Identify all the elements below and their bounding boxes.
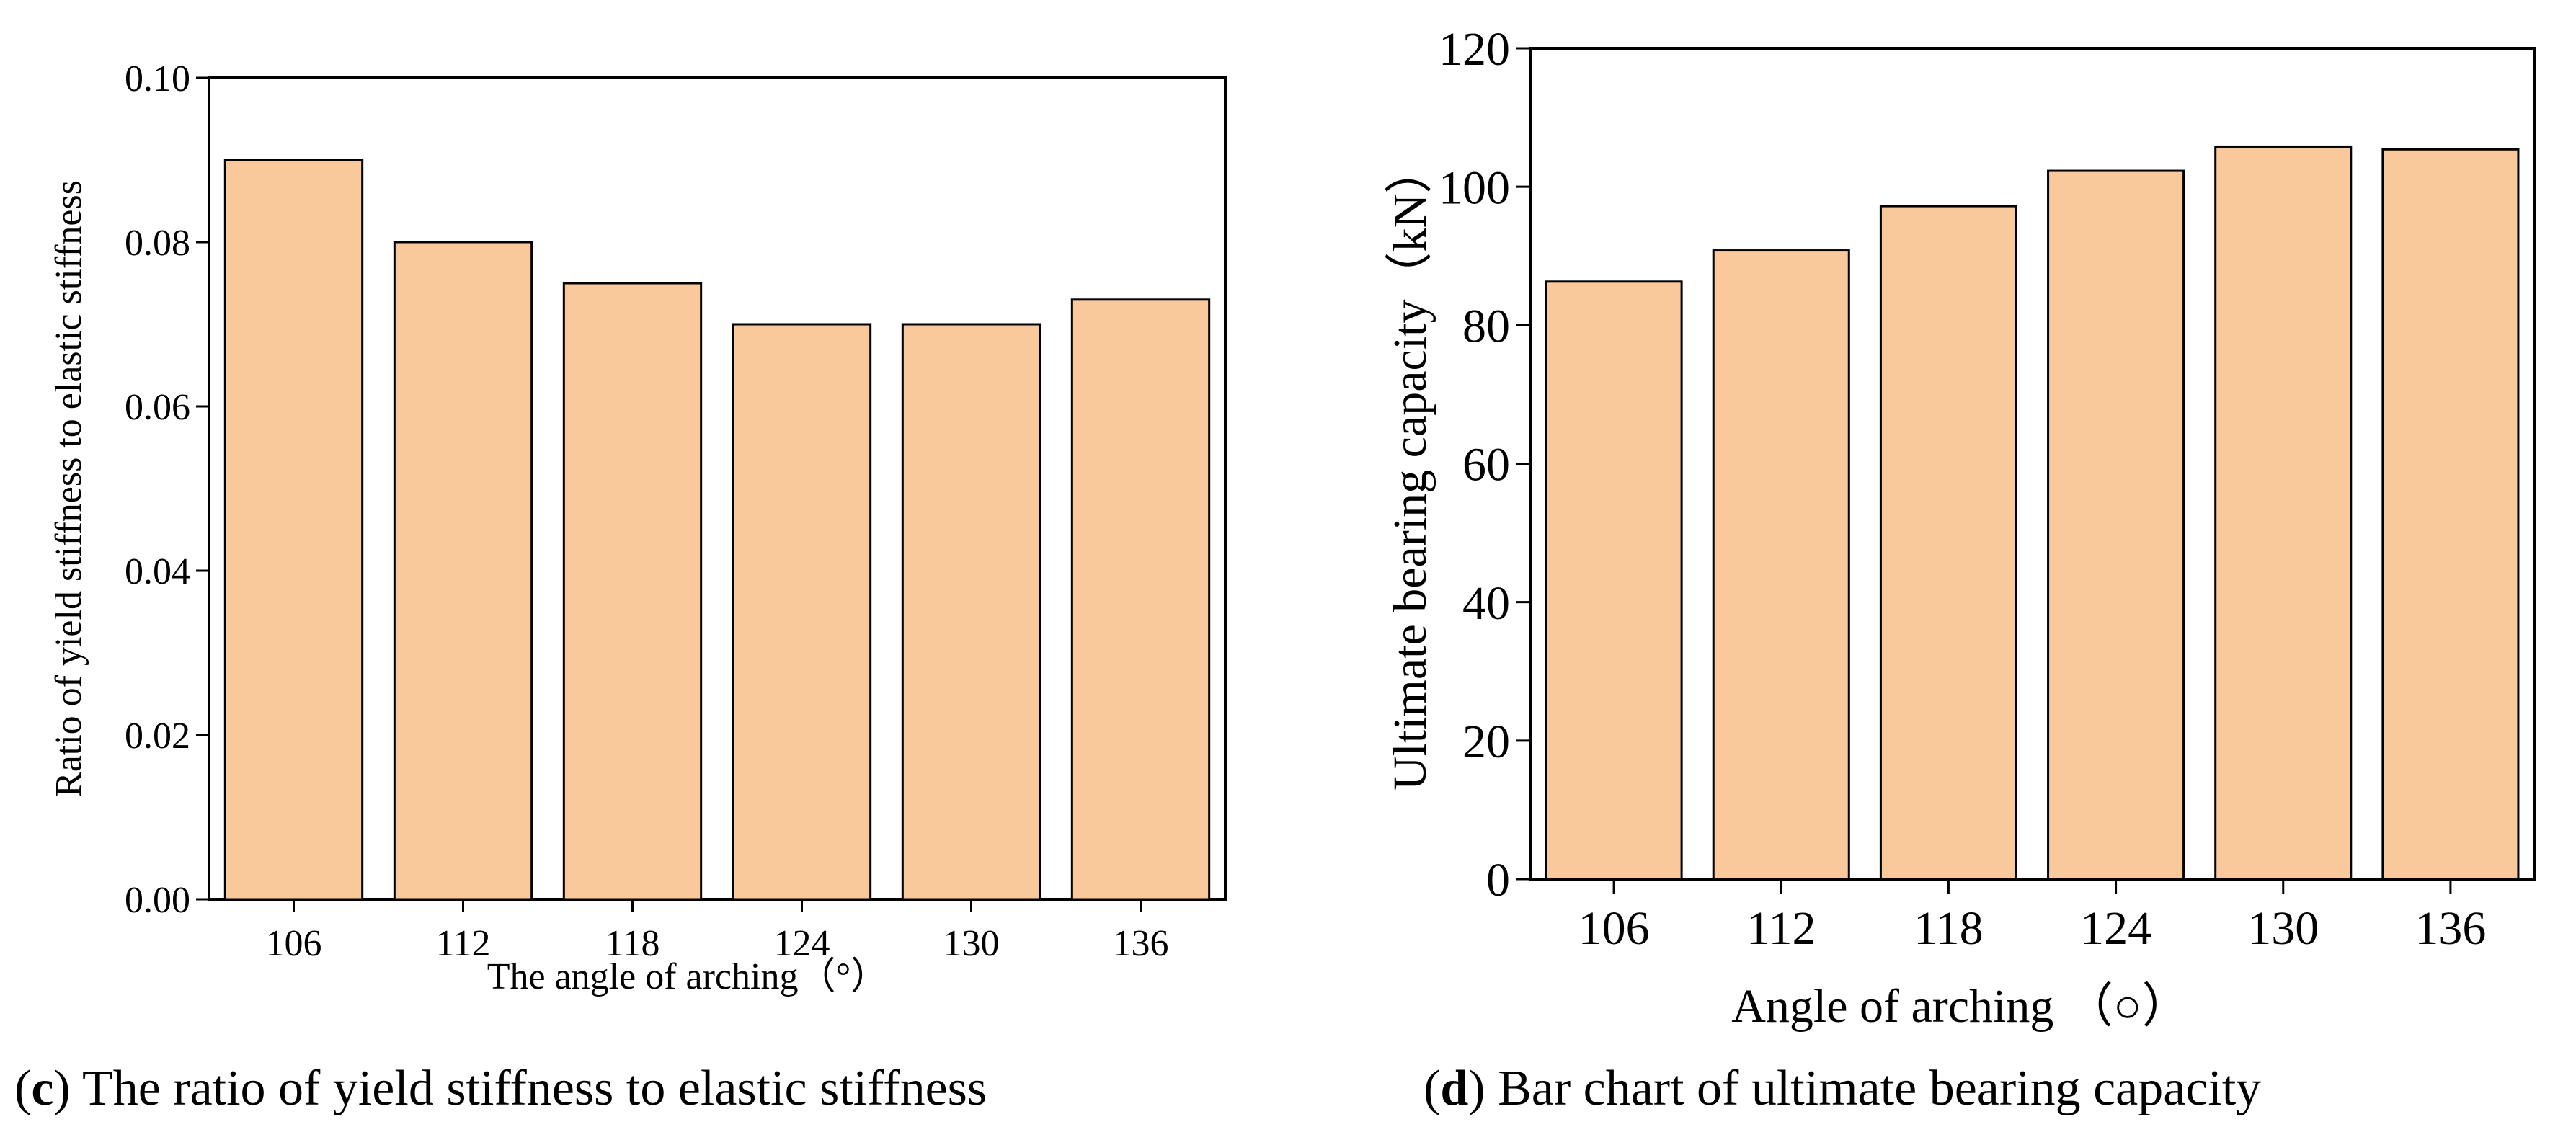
d-bar-112 bbox=[1712, 249, 1850, 881]
c-x-tick-label: 136 bbox=[1113, 923, 1169, 964]
caption-d-text: Bar chart of ultimate bearing capacity bbox=[1498, 1061, 2261, 1116]
c-x-tick-label: 118 bbox=[605, 923, 659, 964]
d-bar-106 bbox=[1545, 280, 1683, 881]
c-bar-124 bbox=[732, 323, 872, 901]
caption-c-letter: c bbox=[31, 1061, 53, 1116]
panel-c-y-axis-label: Ratio of yield stiffness to elastic stif… bbox=[48, 180, 89, 797]
c-x-tick-label: 124 bbox=[774, 923, 830, 964]
c-y-tick-label: 0.08 bbox=[125, 223, 190, 264]
d-y-tick-label: 100 bbox=[1439, 161, 1510, 214]
panel-d-x-axis: 106 112 118 124 130 136 bbox=[1578, 879, 2486, 955]
c-y-tick-label: 0.06 bbox=[125, 387, 190, 428]
caption-d-letter: d bbox=[1440, 1061, 1468, 1116]
panel-d-x-axis-label: Angle of arching （○） bbox=[1731, 980, 2190, 1033]
c-x-tick-label: 112 bbox=[435, 923, 490, 964]
c-bar-136 bbox=[1070, 298, 1211, 901]
d-x-tick-label: 136 bbox=[2415, 902, 2486, 955]
d-y-tick-label: 20 bbox=[1462, 716, 1510, 768]
d-x-tick-label: 130 bbox=[2247, 902, 2319, 955]
c-bar-112 bbox=[393, 241, 533, 901]
d-x-tick-label: 112 bbox=[1746, 902, 1816, 955]
d-y-tick-label: 40 bbox=[1462, 577, 1510, 630]
d-bar-124 bbox=[2047, 169, 2185, 881]
caption-c: (c) The ratio of yield stiffness to elas… bbox=[14, 1061, 987, 1116]
c-bar-118 bbox=[562, 282, 703, 901]
panel-c-y-axis: 0.00 0.02 0.04 0.06 0.08 0.10 bbox=[125, 58, 209, 921]
c-x-tick-label: 130 bbox=[943, 923, 1000, 964]
panel-c-x-axis: 106 112 118 124 130 136 bbox=[266, 899, 1169, 964]
c-y-tick-label: 0.04 bbox=[125, 551, 190, 592]
c-bar-106 bbox=[223, 159, 364, 901]
c-bar-130 bbox=[901, 323, 1041, 901]
d-y-tick-label: 0 bbox=[1486, 854, 1510, 906]
caption-c-text: The ratio of yield stiffness to elastic … bbox=[82, 1061, 987, 1116]
d-y-tick-label: 60 bbox=[1462, 439, 1510, 491]
panel-d-bars bbox=[1545, 145, 2520, 881]
d-bar-136 bbox=[2381, 148, 2520, 881]
d-bar-118 bbox=[1879, 205, 2017, 881]
d-bar-130 bbox=[2214, 145, 2353, 881]
panel-d-y-axis: 0 20 40 60 80 100 120 bbox=[1439, 23, 1530, 906]
panel-c-chart: 0.00 0.02 0.04 0.06 0.08 0.10 106 112 118 124 130… bbox=[48, 58, 1227, 997]
panel-d-y-axis-label: Ultimate bearing capacity（kN） bbox=[1384, 146, 1436, 790]
c-x-tick-label: 106 bbox=[266, 923, 322, 964]
panel-c-bars bbox=[223, 159, 1211, 901]
c-y-tick-label: 0.00 bbox=[125, 880, 190, 921]
d-y-tick-label: 80 bbox=[1462, 300, 1510, 352]
d-x-tick-label: 118 bbox=[1914, 902, 1984, 955]
panel-c-plot-frame bbox=[208, 76, 1227, 901]
caption-d: (d) Bar chart of ultimate bearing capaci… bbox=[1424, 1061, 2261, 1116]
panel-c-x-axis-label: The angle of arching（°） bbox=[487, 956, 889, 997]
d-y-tick-label: 120 bbox=[1439, 23, 1510, 76]
c-y-tick-label: 0.02 bbox=[125, 716, 190, 757]
d-x-tick-label: 106 bbox=[1578, 902, 1650, 955]
c-y-tick-label: 0.10 bbox=[125, 58, 190, 99]
panel-d-chart: 0 20 40 60 80 100 120 106 112 118 124 130 136 Ultim… bbox=[1384, 23, 2536, 1033]
d-x-tick-label: 124 bbox=[2080, 902, 2151, 955]
